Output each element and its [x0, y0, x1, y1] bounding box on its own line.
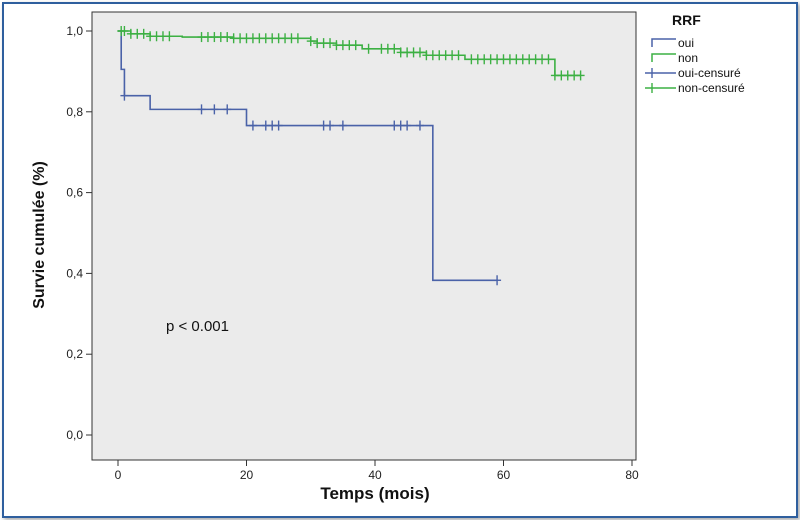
censor-mark-non — [576, 70, 585, 81]
censor-mark-non — [454, 50, 463, 61]
censor-mark-oui — [493, 275, 502, 286]
legend-label: oui — [678, 36, 694, 50]
censor-mark-non — [223, 32, 232, 43]
legend-label: non — [678, 51, 698, 65]
censor-mark-oui — [403, 120, 412, 131]
censor-mark-oui — [197, 104, 206, 115]
censor-mark-non — [120, 26, 129, 36]
censor-mark-non — [326, 38, 335, 49]
annotation-pvalue: p < 0.001 — [166, 318, 229, 335]
x-tick-label: 20 — [240, 468, 254, 482]
y-tick-label: 0,6 — [66, 186, 83, 200]
x-axis-title: Temps (mois) — [320, 484, 429, 503]
legend-entry: non — [651, 51, 698, 65]
legend-title: RRF — [672, 12, 701, 28]
series-line-oui — [118, 30, 498, 282]
legend-label: oui-censuré — [678, 66, 741, 80]
censor-mark-non — [544, 54, 553, 65]
censor-mark-oui — [326, 120, 335, 131]
x-axis: 0 20 40 60 80 — [115, 460, 639, 482]
y-tick-label: 1,0 — [66, 24, 83, 38]
series-layer — [117, 26, 585, 286]
censor-mark-oui — [210, 104, 219, 115]
censor-mark-oui — [248, 120, 257, 131]
x-tick-label: 40 — [368, 468, 382, 482]
censor-mark-oui — [120, 90, 129, 101]
y-tick-label: 0,4 — [66, 266, 83, 280]
legend-swatch — [651, 38, 676, 47]
legend-entry: oui-censuré — [645, 66, 741, 80]
censor-mark-non — [306, 36, 315, 47]
y-axis: 0,0 0,2 0,4 0,6 0,8 1,0 — [66, 24, 92, 442]
censor-mark-oui — [415, 120, 424, 131]
censor-mark-non — [364, 43, 373, 54]
censor-mark-non — [139, 28, 148, 39]
censor-mark-oui — [338, 120, 347, 131]
censor-mark-non — [165, 31, 174, 42]
censor-mark-oui — [274, 120, 283, 131]
legend-label: non-censuré — [678, 81, 745, 95]
plot-area — [91, 11, 637, 461]
censor-mark-non — [351, 40, 360, 51]
y-axis-title: Survie cumulée (%) — [31, 161, 48, 309]
x-tick-label: 0 — [115, 468, 122, 482]
legend-entry: oui — [651, 36, 694, 50]
censor-mark-oui — [223, 104, 232, 115]
censor-mark-non — [415, 47, 424, 58]
censor-mark-non — [390, 43, 399, 54]
y-tick-label: 0,0 — [66, 428, 83, 442]
x-tick-label: 60 — [497, 468, 511, 482]
legend-swatch — [651, 53, 676, 62]
legend-entry: non-censuré — [645, 81, 745, 95]
y-tick-label: 0,2 — [66, 347, 83, 361]
y-tick-label: 0,8 — [66, 105, 83, 119]
x-tick-label: 80 — [625, 468, 639, 482]
censor-mark-non — [293, 33, 302, 44]
